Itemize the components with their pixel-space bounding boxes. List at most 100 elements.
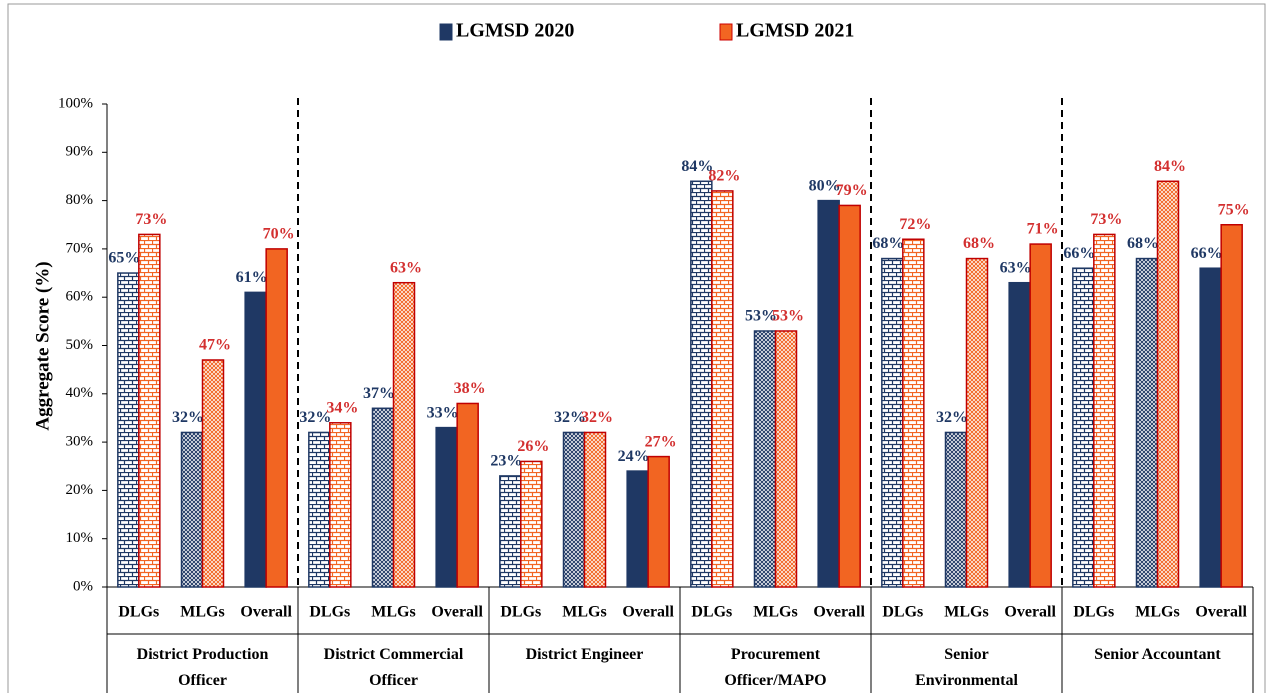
- y-tick-label: 80%: [66, 192, 94, 208]
- data-label: 73%: [1090, 211, 1122, 228]
- bar: [626, 470, 649, 588]
- data-label: 53%: [745, 308, 777, 325]
- y-tick-label: 90%: [66, 144, 94, 160]
- data-label: 34%: [326, 399, 358, 416]
- y-tick-label: 10%: [66, 530, 94, 546]
- y-tick-label: 70%: [66, 240, 94, 256]
- x-tick-label: DLGs: [500, 604, 541, 621]
- x-tick-label: DLGs: [1073, 604, 1114, 621]
- data-label: 71%: [1027, 221, 1059, 238]
- data-label: 80%: [809, 177, 841, 194]
- bar: [902, 238, 925, 588]
- group-label: Senior Accountant: [1094, 646, 1221, 663]
- x-tick-label: DLGs: [691, 604, 732, 621]
- y-tick-label: 40%: [66, 385, 94, 401]
- x-tick-label: DLGs: [118, 604, 159, 621]
- bar: [138, 233, 161, 588]
- legend-swatch: [719, 23, 733, 41]
- bar: [1220, 224, 1243, 588]
- data-label: 66%: [1191, 245, 1223, 262]
- bar: [583, 431, 607, 588]
- data-label: 63%: [390, 259, 422, 276]
- x-tick-label: Overall: [813, 604, 865, 621]
- bar: [180, 431, 204, 588]
- data-label: 84%: [681, 158, 713, 175]
- y-axis-title: Aggregate Score (%): [32, 261, 53, 430]
- y-tick-label: 20%: [66, 482, 94, 498]
- group-label: District Production Officer: [136, 646, 269, 689]
- group-label: Senior Environmental Officer: [915, 646, 1018, 689]
- bar: [520, 460, 543, 588]
- data-label: 24%: [618, 448, 650, 465]
- bar: [1072, 267, 1095, 588]
- y-tick-label: 0%: [73, 578, 93, 594]
- group-label: Procurement Officer/MAPO: [724, 646, 827, 689]
- bar: [392, 281, 416, 588]
- x-tick-label: Overall: [1195, 604, 1247, 621]
- bar: [711, 190, 734, 588]
- bar: [562, 431, 586, 588]
- bar: [201, 359, 225, 588]
- data-label: 23%: [490, 453, 522, 470]
- data-label: 53%: [772, 308, 804, 325]
- bar: [774, 330, 798, 588]
- group-label: District Commercial Officer: [323, 646, 464, 689]
- bar: [499, 475, 522, 588]
- x-tick-label: MLGs: [371, 604, 415, 621]
- y-tick-label: 100%: [58, 95, 93, 111]
- data-label: 61%: [236, 269, 268, 286]
- bar: [838, 204, 861, 588]
- bar: [1135, 257, 1159, 588]
- data-label: 32%: [581, 409, 613, 426]
- data-label: 66%: [1063, 245, 1095, 262]
- data-label: 63%: [1000, 259, 1032, 276]
- y-tick-label: 50%: [66, 337, 94, 353]
- group-label: District Engineer: [525, 646, 644, 663]
- x-tick-label: MLGs: [1135, 604, 1179, 621]
- bar: [881, 257, 904, 588]
- data-label: 75%: [1218, 201, 1250, 218]
- bar: [1029, 243, 1052, 588]
- y-tick-label: 30%: [66, 434, 94, 450]
- bar: [1093, 233, 1116, 588]
- x-tick-label: MLGs: [753, 604, 797, 621]
- x-tick-label: MLGs: [180, 604, 224, 621]
- data-label: 32%: [299, 409, 331, 426]
- data-label: 72%: [899, 216, 931, 233]
- bar: [456, 402, 479, 588]
- bar: [308, 431, 331, 588]
- bar: [371, 407, 395, 588]
- bar: [1199, 267, 1222, 588]
- data-label: 27%: [645, 433, 677, 450]
- bar: [944, 431, 968, 588]
- data-label: 32%: [936, 409, 968, 426]
- data-label: 82%: [708, 168, 740, 185]
- y-tick-label: 60%: [66, 289, 94, 305]
- data-label: 68%: [1127, 235, 1159, 252]
- data-label: 37%: [363, 385, 395, 402]
- x-tick-label: Overall: [622, 604, 674, 621]
- bar: [817, 199, 840, 588]
- bar: [117, 272, 140, 588]
- x-tick-label: Overall: [1004, 604, 1056, 621]
- bar: [647, 455, 670, 588]
- bar: [753, 330, 777, 588]
- data-label: 70%: [263, 226, 295, 243]
- x-tick-label: MLGs: [944, 604, 988, 621]
- x-tick-label: Overall: [240, 604, 292, 621]
- data-label: 84%: [1154, 158, 1186, 175]
- bar: [1156, 180, 1180, 588]
- data-label: 68%: [872, 235, 904, 252]
- legend-label: LGMSD 2020: [456, 20, 574, 42]
- x-tick-label: DLGs: [882, 604, 923, 621]
- data-label: 33%: [427, 404, 459, 421]
- x-tick-label: DLGs: [309, 604, 350, 621]
- frame: [7, 3, 1266, 693]
- legend-swatch: [439, 23, 453, 41]
- data-label: 47%: [199, 337, 231, 354]
- data-label: 38%: [454, 380, 486, 397]
- legend-label: LGMSD 2021: [736, 20, 854, 42]
- bar: [1008, 281, 1031, 588]
